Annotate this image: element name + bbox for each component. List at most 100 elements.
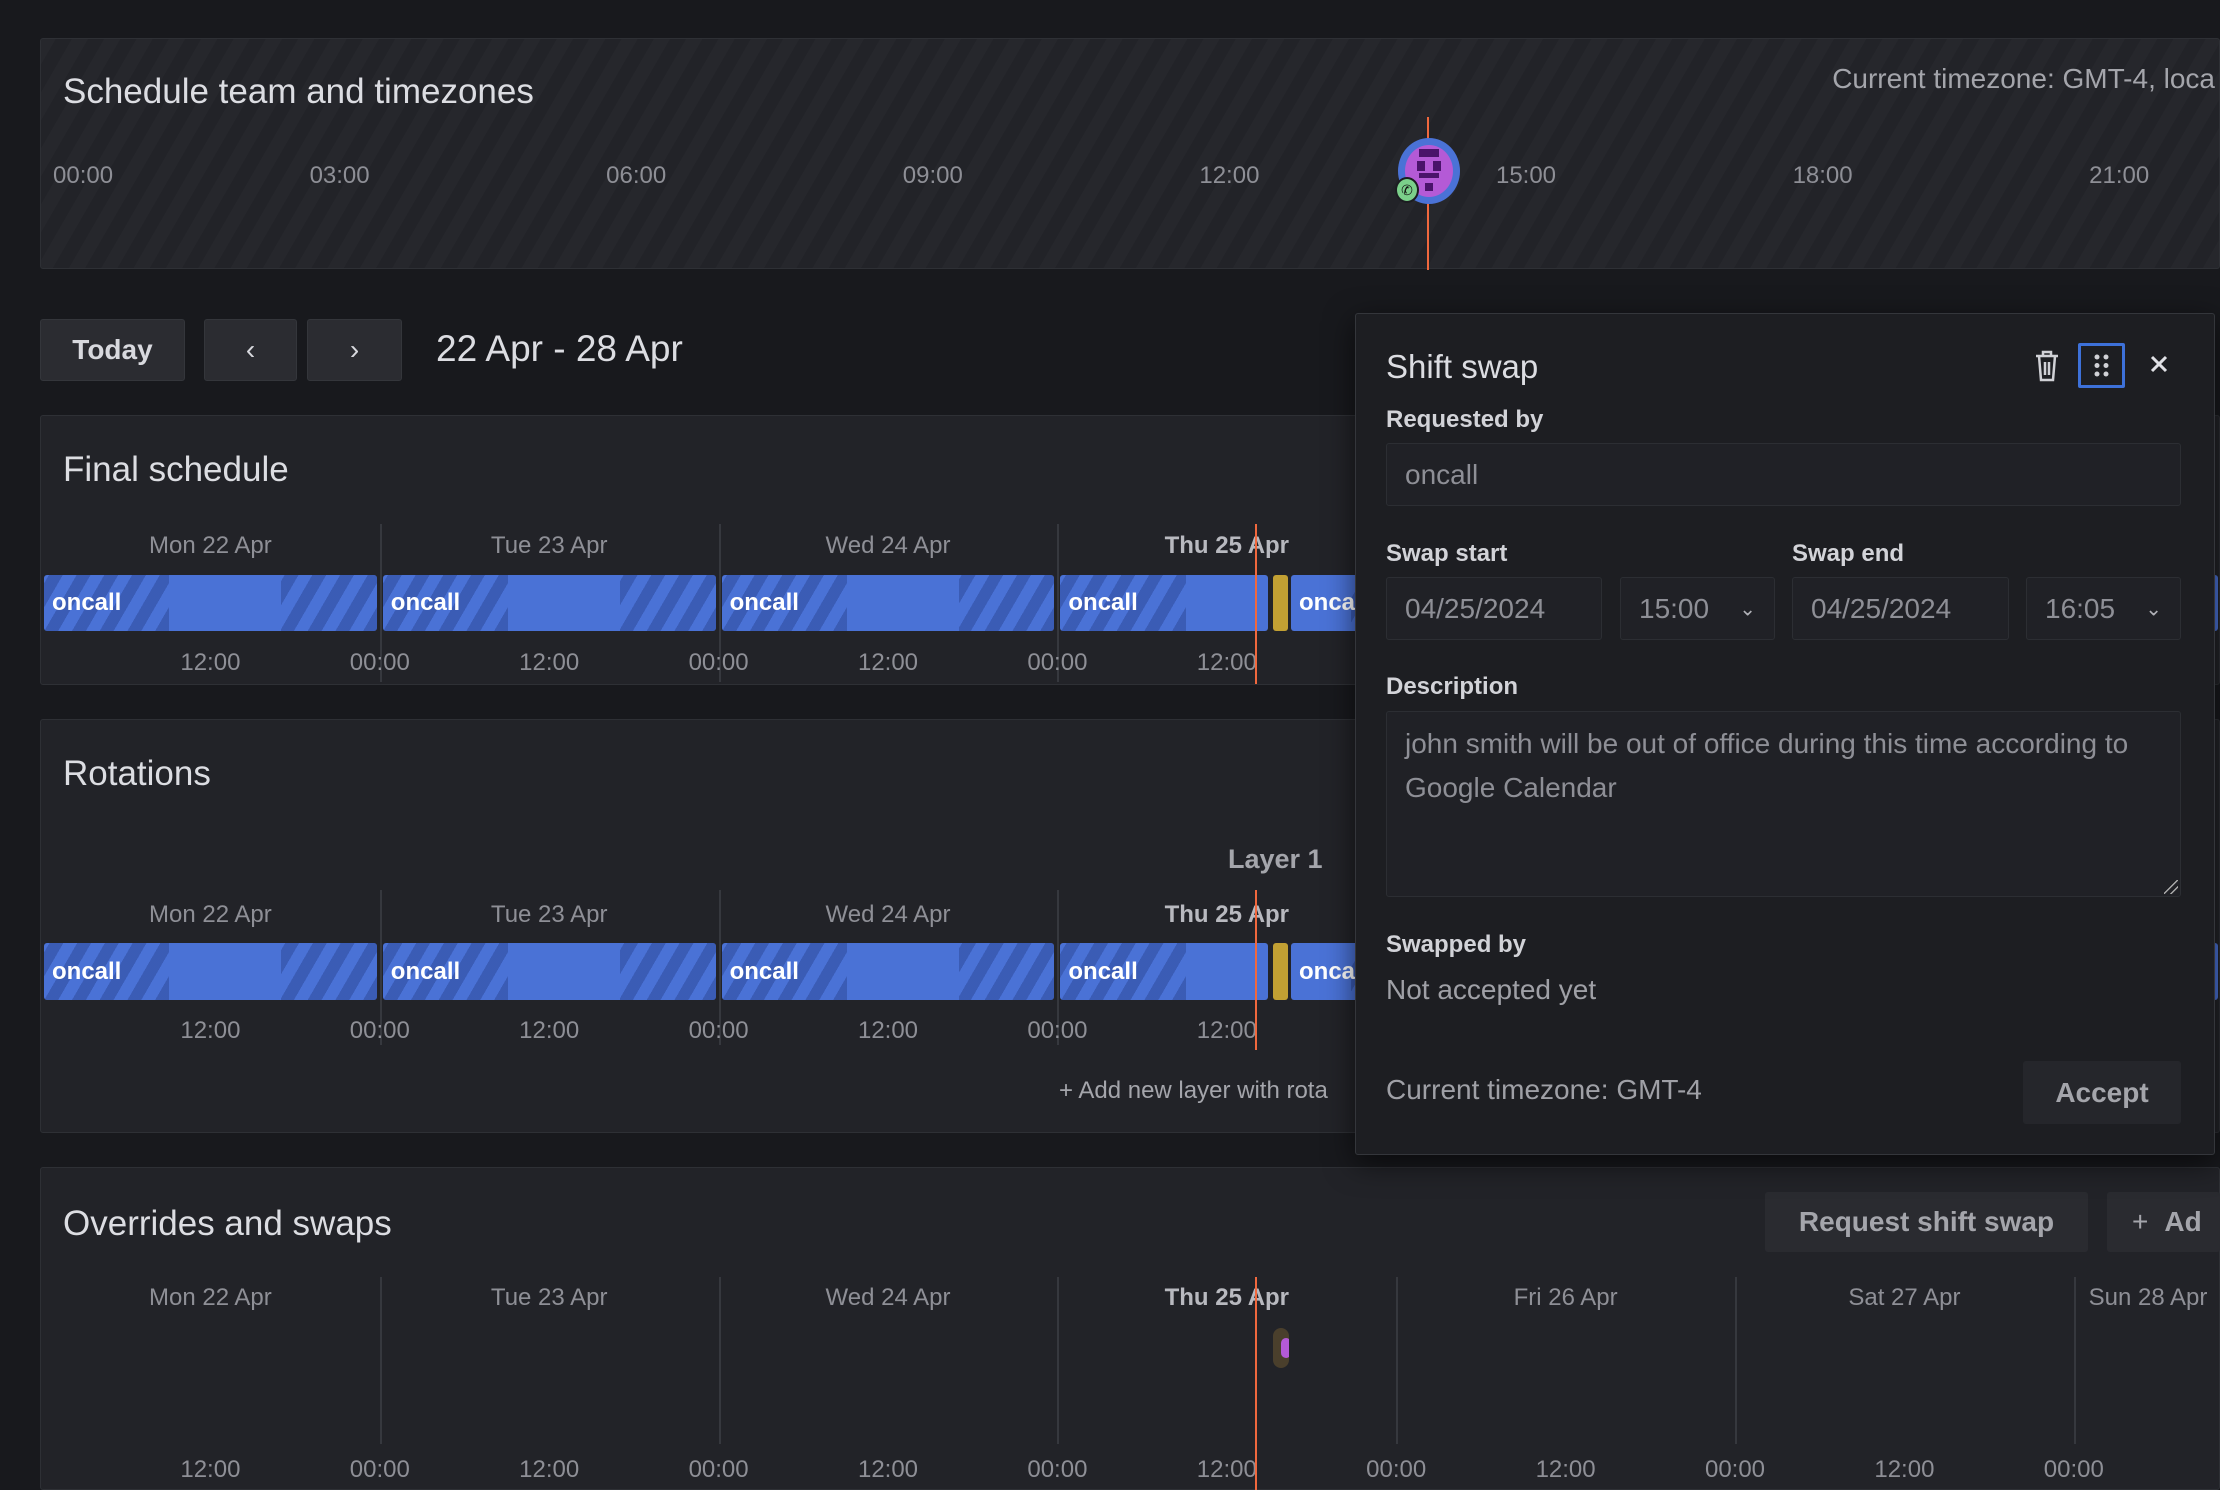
hour-label: 21:00 (2089, 162, 2150, 189)
day-separator (379, 524, 382, 682)
day-header: Thu 25 Apr (1164, 1284, 1290, 1311)
day-header: Tue 23 Apr (490, 1284, 608, 1311)
day-header: Wed 24 Apr (825, 1284, 951, 1311)
shift-bar[interactable]: oncall (44, 575, 377, 631)
day-separator (379, 890, 382, 1045)
resize-handle-icon[interactable] (2164, 880, 2178, 894)
shift-label: oncall (1068, 589, 1138, 616)
trash-icon[interactable] (2030, 346, 2064, 386)
next-week-button[interactable]: › (307, 319, 402, 381)
swap-bar[interactable] (1273, 943, 1288, 1000)
requested-by-label: Requested by (1386, 406, 1544, 433)
hour-label: 12:00 (1535, 1456, 1596, 1483)
shift-bar[interactable]: oncall (382, 575, 716, 631)
shift-label: onca (1299, 957, 1356, 985)
swap-start-time-select[interactable]: 15:00 ⌄ (1620, 577, 1775, 640)
day-header: Thu 25 Apr (1164, 901, 1290, 928)
previous-week-button[interactable]: ‹ (204, 319, 297, 381)
swap-end-time-select[interactable]: 16:05 ⌄ (2026, 577, 2181, 640)
hour-label: 12:00 (857, 1017, 919, 1044)
swap-marker[interactable] (1273, 1328, 1289, 1368)
day-header: Wed 24 Apr (825, 532, 951, 559)
timezone-text: Current timezone: GMT-4, loca (1832, 63, 2215, 94)
shift-bar[interactable]: oncall (382, 943, 716, 1000)
hour-label: 00:00 (688, 1017, 749, 1044)
hour-label: 12:00 (1874, 1456, 1935, 1483)
day-header: Sat 27 Apr (1848, 1284, 1961, 1311)
shift-bar[interactable]: oncall (44, 943, 377, 1000)
day-separator (1735, 1277, 1737, 1444)
day-header: Sun 28 Apr (2088, 1284, 2208, 1311)
off-hours-stripes (721, 943, 847, 1000)
panel-title: Final schedule (63, 450, 289, 489)
shift-label: oncall (729, 957, 799, 985)
off-hours-stripes (281, 575, 377, 631)
day-separator (1057, 890, 1060, 1045)
hour-label: 03:00 (309, 162, 370, 189)
day-separator (379, 1277, 382, 1444)
off-hours-stripes (44, 943, 170, 1000)
hour-label: 00:00 (2043, 1456, 2104, 1483)
off-hours-stripes (382, 943, 509, 1000)
description-textarea[interactable]: john smith will be out of office during … (1386, 711, 2181, 897)
hour-label: 00:00 (1027, 1017, 1088, 1044)
current-time-line (1255, 524, 1257, 684)
hour-label: 12:00 (857, 649, 919, 676)
today-button[interactable]: Today (40, 319, 185, 381)
hour-label: 12:00 (180, 1017, 241, 1044)
add-layer-link[interactable]: + Add new layer with rota (1059, 1077, 1328, 1104)
hour-label: 00:00 (1366, 1456, 1427, 1483)
requested-by-field[interactable]: oncall (1386, 443, 2181, 506)
day-separator (718, 890, 721, 1045)
shift-label: oncall (390, 957, 461, 985)
shift-bar[interactable]: oncall (721, 575, 1055, 631)
shift-label: oncall (52, 589, 122, 616)
swap-start-date-input[interactable]: 04/25/2024 (1386, 577, 1602, 640)
hour-label: 12:00 (180, 649, 241, 676)
hour-label: 00:00 (349, 1456, 410, 1483)
user-avatar[interactable]: ✆ (1395, 137, 1461, 205)
hour-label: 00:00 (688, 1456, 749, 1483)
dialog-timezone: Current timezone: GMT-4 (1386, 1074, 1702, 1105)
shift-bar[interactable]: oncall (1060, 575, 1268, 631)
current-time-line (1255, 1277, 1257, 1490)
hour-label: 00:00 (53, 162, 114, 189)
swap-end-date-input[interactable]: 04/25/2024 (1792, 577, 2009, 640)
hour-label: 18:00 (1792, 162, 1853, 189)
day-separator (718, 524, 721, 682)
swap-start-label: Swap start (1386, 540, 1508, 567)
hour-label: 00:00 (1704, 1456, 1766, 1483)
day-header: Mon 22 Apr (149, 901, 272, 928)
add-override-button[interactable]: + Ad (2107, 1192, 2220, 1252)
accept-button[interactable]: Accept (2023, 1061, 2181, 1124)
layer-label: Layer 1 (1228, 844, 1323, 874)
off-hours-stripes (721, 575, 847, 631)
team-timezones-panel: Schedule team and timezones Current time… (40, 38, 2220, 270)
shift-bar[interactable]: oncall (721, 943, 1055, 1000)
off-hours-stripes (958, 575, 1055, 631)
hour-label: 12:00 (519, 1456, 580, 1483)
day-header: Tue 23 Apr (490, 901, 608, 928)
shift-label: onca (1299, 589, 1356, 616)
day-separator (718, 1277, 721, 1444)
off-hours-stripes (619, 943, 716, 1000)
off-hours-stripes (1060, 943, 1186, 1000)
off-hours-stripes (958, 943, 1055, 1000)
shift-bar[interactable]: oncall (1060, 943, 1268, 1000)
add-override-label: Ad (2164, 1206, 2202, 1237)
close-icon[interactable] (2143, 348, 2175, 380)
swap-bar[interactable] (1273, 575, 1288, 631)
off-hours-stripes (382, 575, 509, 631)
shift-label: oncall (52, 957, 122, 985)
drag-handle-icon[interactable] (2078, 343, 2125, 388)
chevron-down-icon: ⌄ (2145, 598, 2162, 620)
hour-label: 12:00 (1196, 1456, 1257, 1483)
request-shift-swap-button[interactable]: Request shift swap (1765, 1192, 2088, 1252)
swapped-by-label: Swapped by (1386, 931, 1527, 958)
hour-label: 00:00 (349, 649, 410, 676)
description-label: Description (1386, 673, 1519, 700)
hour-label: 09:00 (902, 162, 963, 189)
date-range: 22 Apr - 28 Apr (436, 328, 683, 369)
day-separator (1057, 524, 1060, 682)
current-time-line (1255, 890, 1257, 1050)
